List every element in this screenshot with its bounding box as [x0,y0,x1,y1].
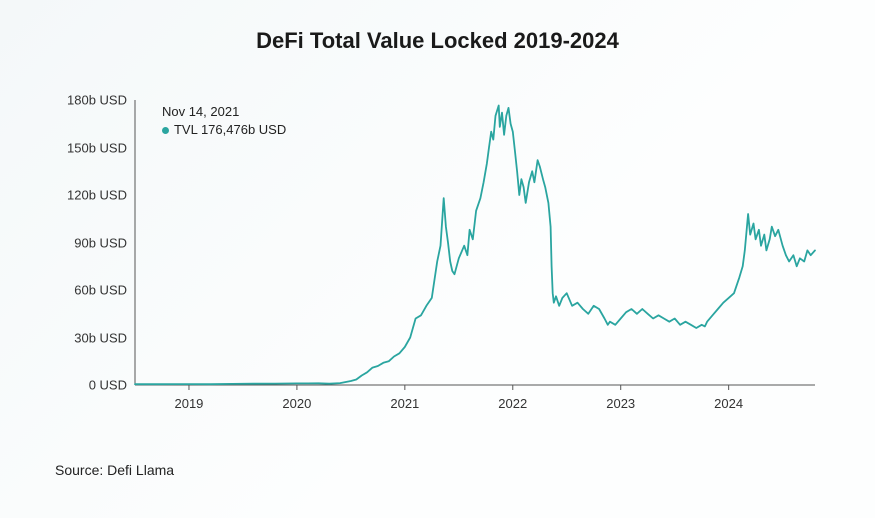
y-axis: 0 USD30b USD60b USD90b USD120b USD150b U… [55,100,127,385]
y-tick-label: 60b USD [74,283,127,298]
tvl-line [135,106,815,385]
x-axis: 2019 2020 2021 2022 2023 2024 [135,390,815,420]
tooltip-value: 176,476b USD [201,122,286,137]
y-tick-label: 120b USD [67,188,127,203]
tooltip-row: TVL 176,476b USD [162,121,286,139]
y-tick-label: 30b USD [74,330,127,345]
chart-title: DeFi Total Value Locked 2019-2024 [0,28,875,54]
plot-area: Nov 14, 2021 TVL 176,476b USD [135,100,815,385]
y-tick-label: 90b USD [74,235,127,250]
chart-tooltip: Nov 14, 2021 TVL 176,476b USD [162,103,286,139]
source-text: Source: Defi Llama [55,462,174,478]
x-tick-label: 2022 [498,396,527,411]
tooltip-date: Nov 14, 2021 [162,103,286,121]
tooltip-series: TVL [174,122,197,137]
x-tick-label: 2024 [714,396,743,411]
chart-area: 0 USD 30b USD 60b USD 90b USD 120b USD 150b U… [55,90,835,420]
x-tick-label: 2019 [174,396,203,411]
y-tick-label: 180b USD [67,93,127,108]
x-tick-label: 2023 [606,396,635,411]
y-tick-label: 150b USD [67,140,127,155]
x-tick-label: 2021 [390,396,419,411]
y-tick-label: 0 USD [89,378,127,393]
plot-svg [135,100,815,385]
tooltip-marker-icon [162,127,169,134]
x-tick-label: 2020 [282,396,311,411]
chart-container: DeFi Total Value Locked 2019-2024 0 USD 3… [0,0,875,518]
